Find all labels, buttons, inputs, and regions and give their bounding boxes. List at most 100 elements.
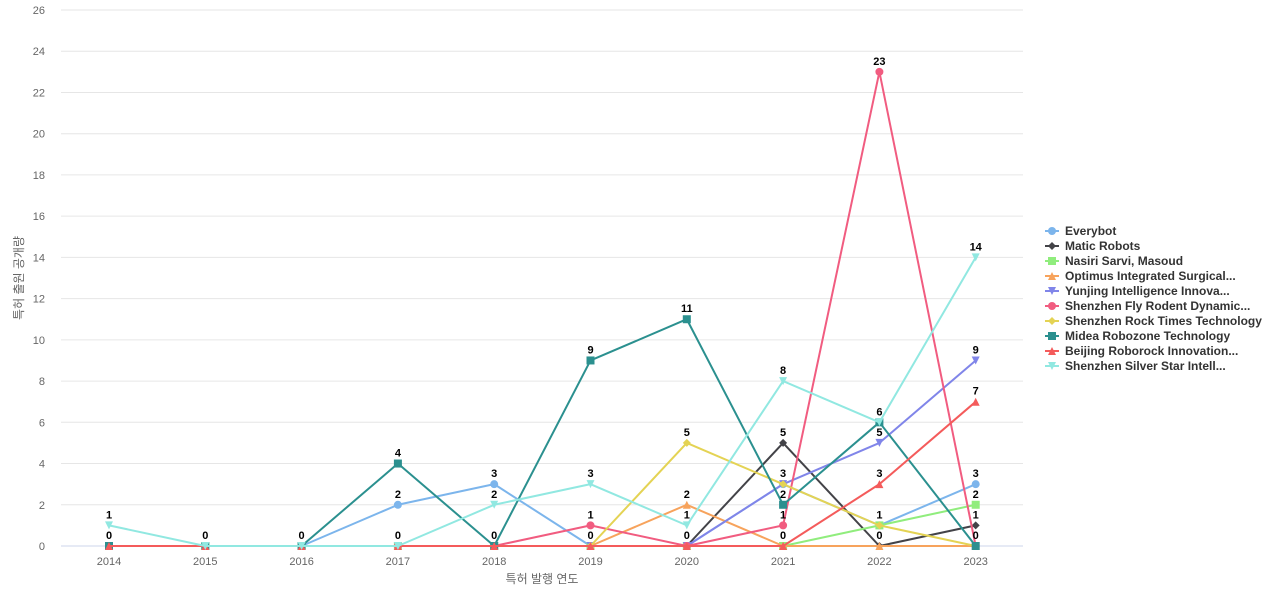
y-tick-label: 2 [39, 500, 45, 512]
legend-item[interactable]: Midea Robozone Technology [1045, 329, 1230, 343]
data-label: 5 [780, 427, 786, 439]
legend-label: Shenzhen Silver Star Intell... [1065, 359, 1226, 373]
x-tick-label: 2020 [675, 556, 699, 568]
data-point-marker [586, 356, 595, 365]
x-tick-label: 2023 [963, 556, 987, 568]
y-tick-label: 0 [39, 541, 45, 553]
data-label: 1 [780, 509, 786, 521]
legend-marker [1048, 272, 1056, 280]
legend-item[interactable]: Shenzhen Fly Rodent Dynamic... [1045, 299, 1250, 313]
data-label: 5 [876, 427, 882, 439]
legend-marker [1048, 332, 1056, 340]
data-label: 2 [684, 489, 690, 501]
data-label: 0 [299, 530, 305, 542]
data-point-marker [971, 500, 980, 509]
legend-label: Beijing Roborock Innovation... [1065, 344, 1238, 358]
data-point-marker [490, 480, 499, 489]
x-tick-label: 2019 [578, 556, 602, 568]
data-label: 0 [876, 530, 882, 542]
data-point-marker [490, 500, 499, 509]
data-point-marker [490, 542, 499, 550]
legend-item[interactable]: Matic Robots [1045, 239, 1141, 253]
series-line [109, 400, 977, 547]
data-point-marker [779, 500, 788, 509]
x-tick-label: 2017 [386, 556, 410, 568]
data-label: 0 [491, 530, 497, 542]
data-point-marker [971, 521, 980, 530]
data-label: 1 [684, 509, 690, 521]
data-point-marker [586, 480, 595, 489]
legend-marker [1048, 242, 1056, 250]
data-point-marker [105, 542, 113, 550]
legend-item[interactable]: Beijing Roborock Innovation... [1045, 344, 1238, 358]
data-label: 11 [681, 303, 693, 315]
legend-label: Nasiri Sarvi, Masoud [1065, 254, 1183, 268]
data-point-marker [393, 459, 402, 468]
legend-item[interactable]: Shenzhen Rock Times Technology [1045, 314, 1262, 328]
data-point-marker [779, 480, 788, 489]
data-label: 1 [106, 509, 112, 521]
x-tick-label: 2018 [482, 556, 506, 568]
data-label: 4 [395, 448, 402, 460]
y-tick-label: 26 [33, 5, 45, 17]
y-tick-label: 12 [33, 294, 45, 306]
legend-label: Midea Robozone Technology [1065, 329, 1230, 343]
data-point-marker [971, 356, 980, 365]
data-point-marker [586, 542, 595, 550]
series-group [105, 67, 980, 550]
data-point-marker [779, 438, 788, 447]
data-label: 3 [876, 468, 882, 480]
y-tick-label: 18 [33, 170, 45, 182]
data-label: 1 [973, 509, 979, 521]
data-label: 9 [587, 344, 593, 356]
legend-item[interactable]: Shenzhen Silver Star Intell... [1045, 359, 1226, 373]
data-point-marker [297, 542, 306, 550]
data-label: 2 [973, 489, 979, 501]
legend-label: Optimus Integrated Surgical... [1065, 269, 1236, 283]
data-label: 3 [973, 468, 979, 480]
data-label: 0 [780, 530, 786, 542]
x-tick-label: 2015 [193, 556, 217, 568]
data-point-marker [586, 521, 595, 530]
y-tick-label: 22 [33, 87, 45, 99]
data-label: 0 [106, 530, 112, 542]
legend-item[interactable]: Optimus Integrated Surgical... [1045, 269, 1236, 283]
data-point-marker [682, 500, 691, 509]
data-label: 6 [876, 406, 882, 418]
legend-item[interactable]: Nasiri Sarvi, Masoud [1045, 254, 1183, 268]
x-axis-title: 특허 발행 연도 [506, 571, 579, 586]
data-label: 0 [684, 530, 690, 542]
data-point-marker [875, 480, 884, 489]
data-label: 7 [973, 386, 979, 398]
data-label: 8 [780, 365, 786, 377]
axes: 특허 출원 공개량 특허 발행 연도 024681012141618202224… [12, 5, 1023, 586]
series-line [109, 483, 977, 547]
data-point-marker [971, 253, 980, 262]
data-point-marker [779, 377, 788, 386]
legend-marker [1048, 317, 1056, 325]
series-line [108, 256, 977, 547]
y-tick-label: 24 [33, 46, 45, 58]
series-group [105, 480, 980, 550]
data-label: 3 [587, 468, 593, 480]
data-label: 1 [876, 509, 882, 521]
data-point-marker [875, 67, 884, 76]
legend-marker [1048, 227, 1056, 235]
legend-item[interactable]: Yunjing Intelligence Innova... [1045, 284, 1230, 298]
x-tick-label: 2016 [289, 556, 313, 568]
data-point-marker [105, 521, 113, 530]
data-label: 3 [780, 468, 786, 480]
legend-marker [1048, 302, 1056, 310]
data-point-marker [875, 438, 884, 447]
legend-label: Everybot [1065, 224, 1116, 238]
data-label: 1 [587, 509, 593, 521]
y-tick-label: 10 [33, 335, 45, 347]
y-tick-label: 16 [33, 211, 45, 223]
legend-item[interactable]: Everybot [1045, 224, 1116, 238]
series-line [109, 70, 977, 547]
data-point-marker [971, 542, 980, 550]
legend-label: Yunjing Intelligence Innova... [1065, 284, 1230, 298]
y-tick-label: 14 [33, 252, 45, 264]
